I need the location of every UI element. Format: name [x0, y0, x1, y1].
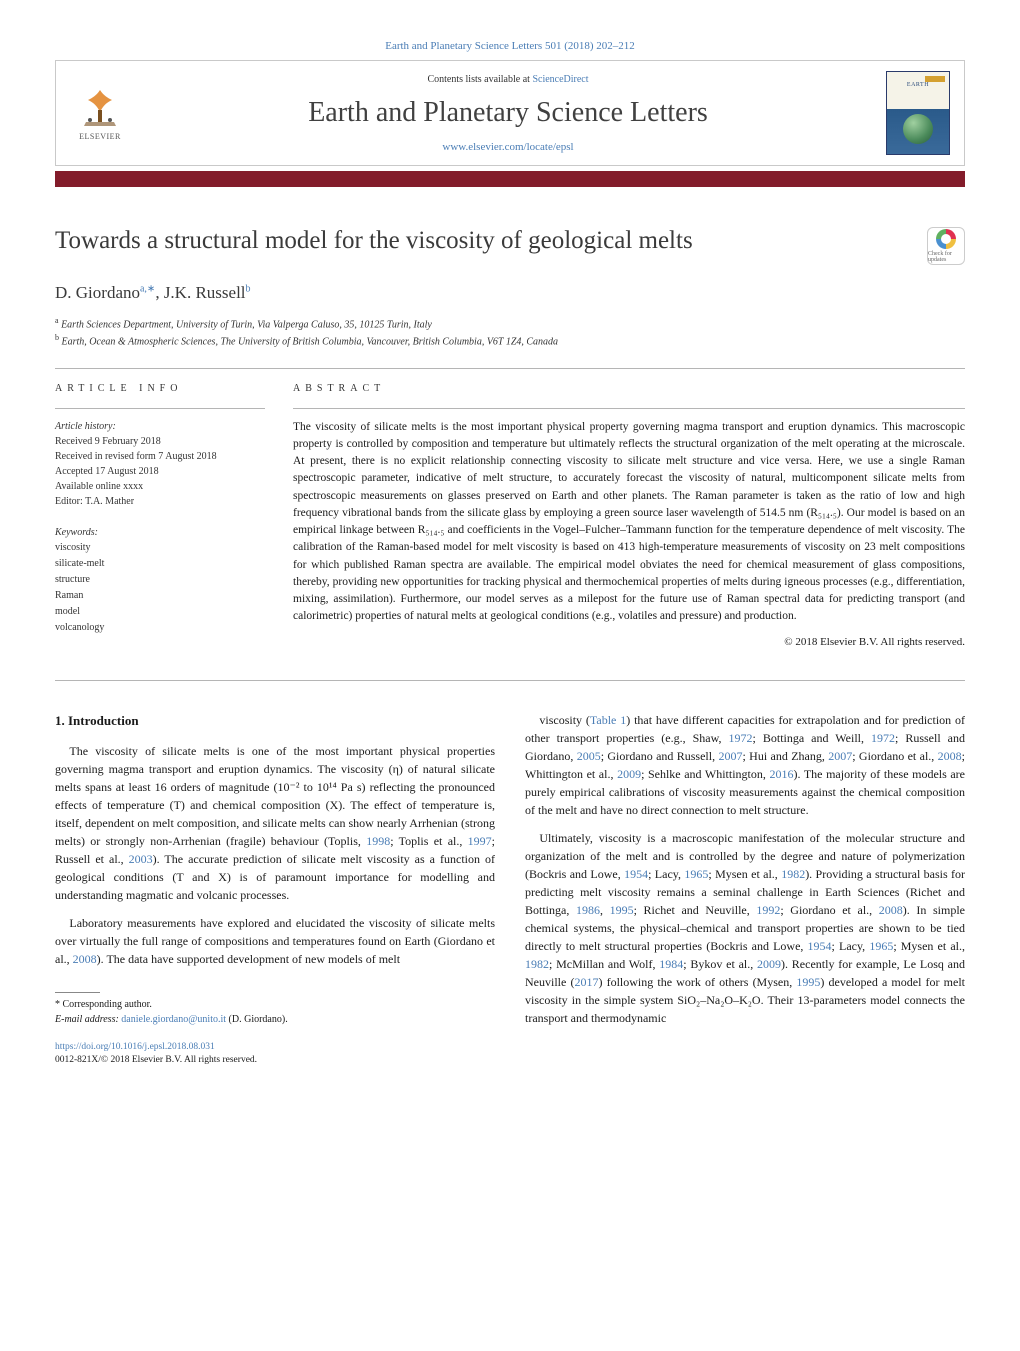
author-list: D. Giordanoa,∗, J.K. Russellb [55, 283, 965, 303]
journal-homepage-link[interactable]: www.elsevier.com/locate/epsl [130, 141, 886, 153]
body-paragraph: The viscosity of silicate melts is one o… [55, 742, 495, 904]
body-paragraph: Ultimately, viscosity is a macroscopic m… [525, 829, 965, 1027]
journal-name: Earth and Planetary Science Letters [130, 97, 886, 129]
crossmark-label: Check for updates [928, 251, 964, 263]
body-right-column: viscosity (Table 1) that have different … [525, 711, 965, 1068]
divider [55, 680, 965, 681]
author-name: D. Giordano [55, 283, 140, 302]
publisher-name: ELSEVIER [79, 132, 121, 141]
journal-header: ELSEVIER Contents lists available at Sci… [55, 60, 965, 166]
body-two-column: 1. Introduction The viscosity of silicat… [55, 711, 965, 1068]
abstract-text: The viscosity of silicate melts is the m… [293, 419, 965, 626]
footnotes: * Corresponding author. E-mail address: … [55, 997, 495, 1027]
contents-prefix: Contents lists available at [427, 74, 532, 85]
body-left-column: 1. Introduction The viscosity of silicat… [55, 711, 495, 1068]
citation-header: Earth and Planetary Science Letters 501 … [55, 40, 965, 52]
keyword: viscosity [55, 540, 265, 556]
abstract-heading: abstract [293, 383, 965, 394]
divider [55, 408, 265, 409]
copyright-line: © 2018 Elsevier B.V. All rights reserved… [293, 636, 965, 648]
history-item: Received in revised form 7 August 2018 [55, 449, 265, 464]
issn-copyright: 0012-821X/© 2018 Elsevier B.V. All right… [55, 1055, 257, 1065]
corresponding-author-label: * Corresponding author. [55, 997, 495, 1012]
author-name: J.K. Russell [164, 283, 246, 302]
doi-link[interactable]: https://doi.org/10.1016/j.epsl.2018.08.0… [55, 1042, 215, 1052]
article-title: Towards a structural model for the visco… [55, 227, 927, 255]
earth-icon [903, 114, 933, 144]
affiliations: a Earth Sciences Department, University … [55, 315, 965, 350]
elsevier-tree-icon [78, 86, 122, 130]
doi-block: https://doi.org/10.1016/j.epsl.2018.08.0… [55, 1041, 495, 1068]
crossmark-icon [936, 229, 956, 249]
section-heading: 1. Introduction [55, 711, 495, 731]
keyword: structure [55, 572, 265, 588]
affiliation-text: Earth, Ocean & Atmospheric Sciences, The… [62, 337, 559, 348]
info-heading: article info [55, 383, 265, 394]
cover-title: EARTH [887, 82, 949, 88]
keywords-label: Keywords: [55, 525, 265, 540]
body-paragraph: Laboratory measurements have explored an… [55, 914, 495, 968]
author-email-link[interactable]: daniele.giordano@unito.it [121, 1014, 226, 1025]
keywords-list: viscosity silicate-melt structure Raman … [55, 540, 265, 636]
publisher-logo: ELSEVIER [70, 78, 130, 148]
contents-available: Contents lists available at ScienceDirec… [130, 74, 886, 85]
keyword: model [55, 604, 265, 620]
affil-sup: b [55, 333, 59, 342]
history-item: Received 9 February 2018 [55, 434, 265, 449]
article-info-column: article info Article history: Received 9… [55, 383, 265, 652]
footnote-separator [55, 992, 100, 993]
body-paragraph: viscosity (Table 1) that have different … [525, 711, 965, 819]
divider [55, 368, 965, 369]
keyword: Raman [55, 588, 265, 604]
journal-cover-thumbnail: EARTH [886, 71, 950, 155]
divider [293, 408, 965, 409]
email-label: E-mail address: [55, 1014, 119, 1025]
history-label: Article history: [55, 419, 265, 434]
sciencedirect-link[interactable]: ScienceDirect [532, 74, 588, 85]
keyword: silicate-melt [55, 556, 265, 572]
affil-sup: a [55, 316, 59, 325]
affiliation-text: Earth Sciences Department, University of… [61, 319, 432, 330]
crossmark-button[interactable]: Check for updates [927, 227, 965, 265]
author-sup: b [246, 283, 251, 294]
email-person: (D. Giordano). [229, 1014, 288, 1025]
accent-bar [55, 171, 965, 187]
abstract-column: abstract The viscosity of silicate melts… [293, 383, 965, 652]
history-item: Editor: T.A. Mather [55, 494, 265, 509]
author-sup: a,∗ [140, 283, 155, 294]
history-item: Available online xxxx [55, 479, 265, 494]
history-item: Accepted 17 August 2018 [55, 464, 265, 479]
keyword: volcanology [55, 620, 265, 636]
